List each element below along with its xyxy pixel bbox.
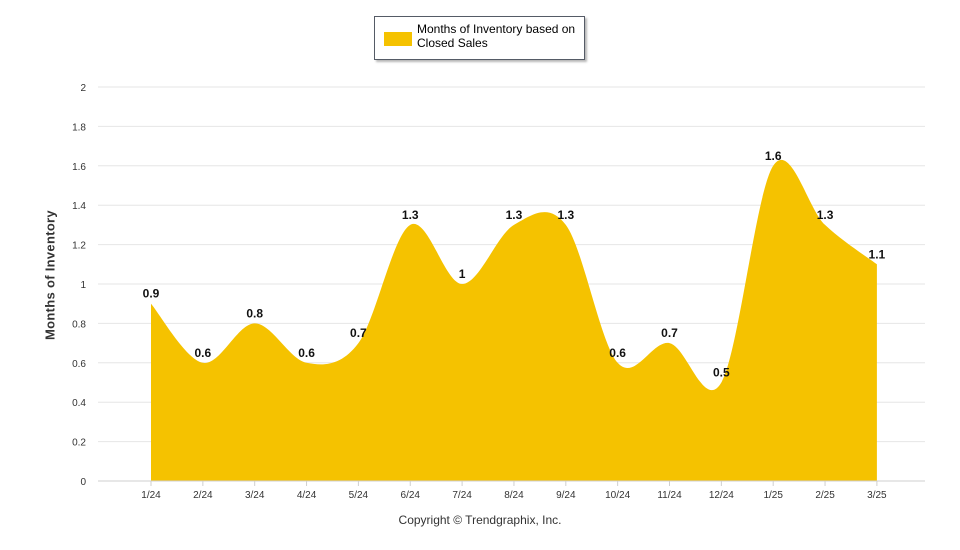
y-tick-label: 0.8	[72, 319, 86, 330]
data-label: 0.5	[713, 366, 730, 380]
y-tick-label: 0.6	[72, 359, 86, 370]
data-label: 1.3	[506, 208, 523, 222]
x-axis-ticks: 1/24 2/24 3/24 4/24 5/24 6/24 7/24 8/24 9/24 10/2…	[141, 490, 887, 501]
legend: Months of Inventory based on Closed Sale…	[374, 16, 585, 60]
copyright-text: Copyright © Trendgraphix, Inc.	[398, 513, 562, 527]
x-tick-label: 3/25	[867, 490, 887, 501]
legend-swatch	[384, 32, 412, 46]
y-tick-label: 0	[80, 477, 86, 488]
area-fill	[151, 159, 877, 481]
y-tick-label: 1	[80, 280, 86, 291]
data-label: 1.6	[765, 149, 782, 163]
y-tick-label: 2	[80, 83, 86, 94]
x-tick-label: 2/24	[193, 490, 213, 501]
x-tick-label: 9/24	[556, 490, 576, 501]
y-tick-label: 0.4	[72, 398, 86, 409]
y-tick-label: 1.4	[72, 201, 86, 212]
data-label: 0.7	[350, 326, 367, 340]
data-label: 1.3	[817, 208, 834, 222]
y-tick-label: 1.8	[72, 122, 86, 133]
data-label: 1	[459, 267, 466, 281]
x-tick-label: 5/24	[349, 490, 369, 501]
data-label: 0.8	[246, 306, 263, 320]
data-label: 0.6	[195, 346, 212, 360]
x-axis	[98, 480, 925, 486]
x-tick-label: 4/24	[297, 490, 317, 501]
x-tick-label: 6/24	[401, 490, 421, 501]
y-tick-label: 1.6	[72, 162, 86, 173]
y-axis-title: Months of Inventory	[42, 210, 58, 340]
legend-label: Months of Inventory based on Closed Sale…	[417, 22, 576, 50]
x-tick-label: 2/25	[815, 490, 835, 501]
x-tick-label: 10/24	[605, 490, 630, 501]
data-label: 1.1	[869, 247, 886, 261]
x-tick-label: 3/24	[245, 490, 265, 501]
data-label: 0.7	[661, 326, 678, 340]
data-labels: 0.9 0.6 0.8 0.6 0.7 1.3 1 1.3 1.3 0.6 0.7 0.5 1.6 1.3…	[143, 149, 886, 380]
data-label: 0.6	[298, 346, 315, 360]
data-label: 0.9	[143, 287, 160, 301]
x-tick-label: 12/24	[709, 490, 734, 501]
data-label: 1.3	[402, 208, 419, 222]
y-tick-label: 1.2	[72, 241, 86, 252]
x-tick-label: 1/25	[763, 490, 783, 501]
series-area	[151, 159, 877, 481]
data-label: 1.3	[557, 208, 574, 222]
x-tick-label: 7/24	[452, 490, 472, 501]
x-tick-label: 8/24	[504, 490, 524, 501]
x-tick-label: 1/24	[141, 490, 161, 501]
x-tick-label: 11/24	[657, 490, 682, 501]
y-axis-ticks: 0 0.2 0.4 0.6 0.8 1 1.2 1.4 1.6 1.8 2	[72, 83, 86, 488]
y-tick-label: 0.2	[72, 438, 86, 449]
data-label: 0.6	[609, 346, 626, 360]
